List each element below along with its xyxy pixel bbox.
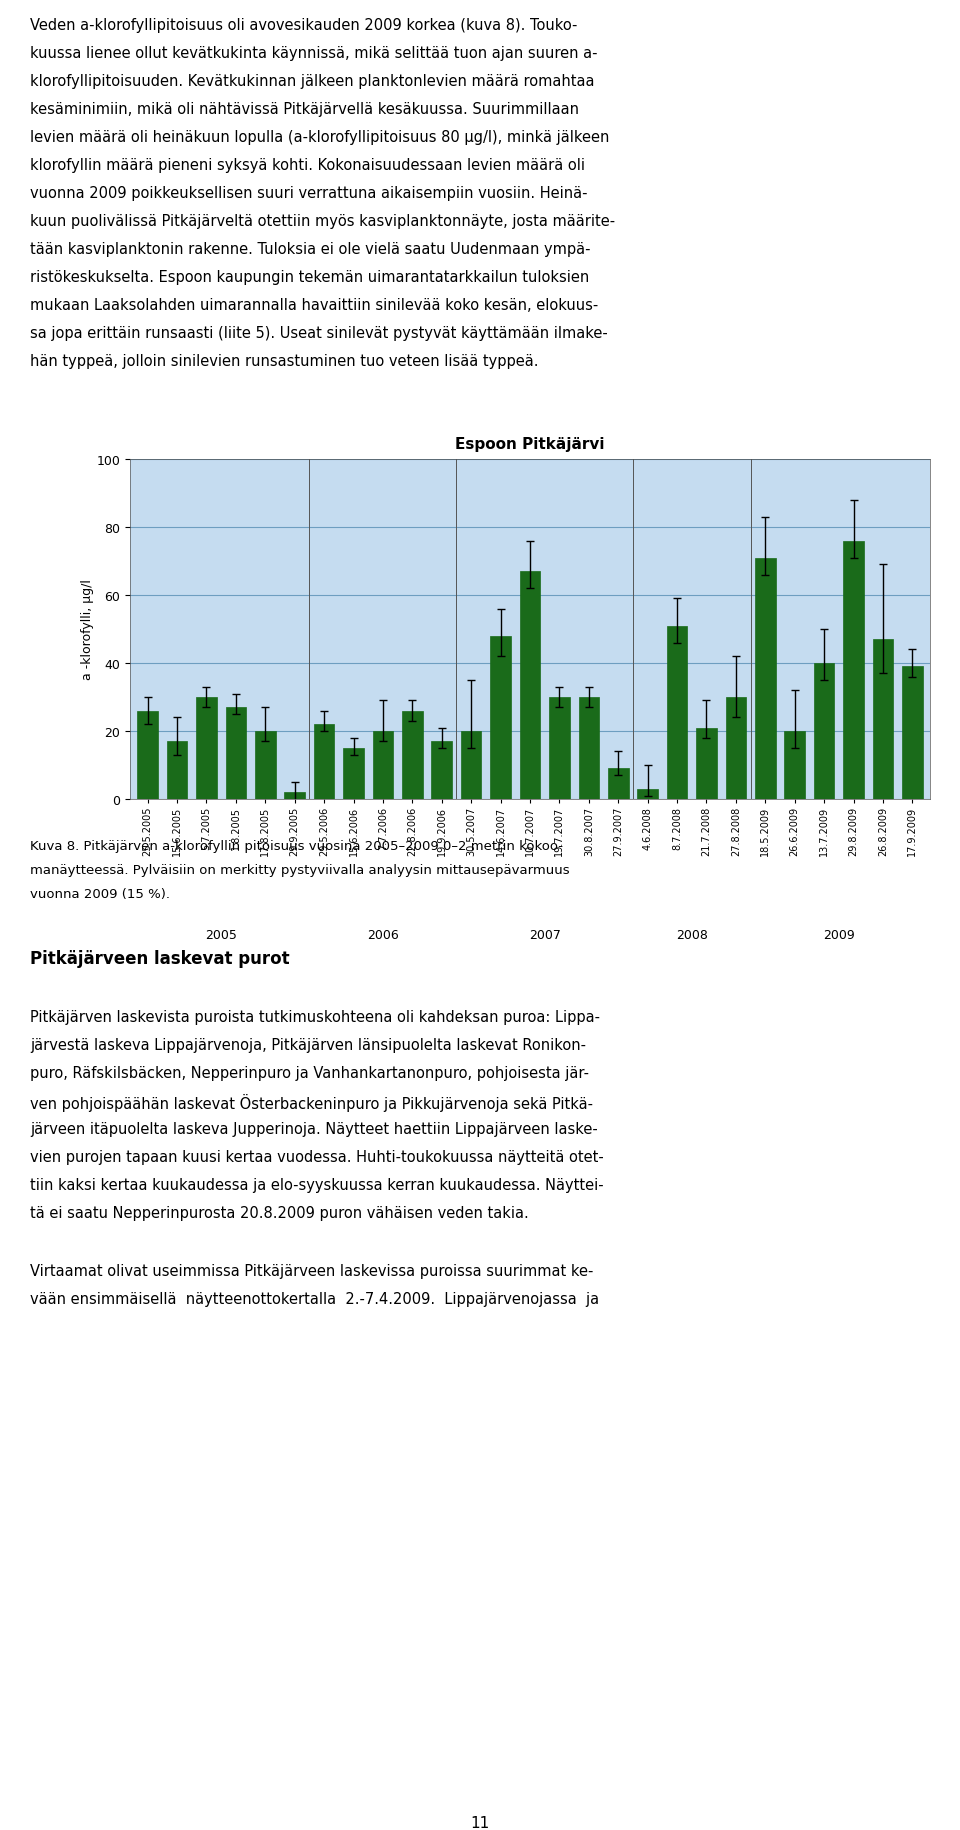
Bar	[491, 637, 511, 800]
Bar	[255, 732, 276, 800]
Text: vuonna 2009 poikkeuksellisen suuri verrattuna aikaisempiin vuosiin. Heinä-: vuonna 2009 poikkeuksellisen suuri verra…	[30, 187, 588, 201]
Text: puro, Räfskilsbäcken, Nepperinpuro ja Vanhankartanonpuro, pohjoisesta jär-: puro, Räfskilsbäcken, Nepperinpuro ja Va…	[30, 1065, 589, 1080]
Bar	[784, 732, 805, 800]
Bar	[167, 741, 187, 800]
Bar	[579, 697, 599, 800]
Bar	[314, 725, 334, 800]
Bar	[902, 668, 923, 800]
Text: mukaan Laaksolahden uimarannalla havaittiin sinilevää koko kesän, elokuus-: mukaan Laaksolahden uimarannalla havaitt…	[30, 298, 598, 313]
Text: hän typpeä, jolloin sinilevien runsastuminen tuo veteen lisää typpeä.: hän typpeä, jolloin sinilevien runsastum…	[30, 353, 539, 370]
Text: 2009: 2009	[823, 928, 854, 942]
Text: ven pohjoispäähän laskevat Österbackeninpuro ja Pikkujärvenoja sekä Pitkä-: ven pohjoispäähän laskevat Österbackenin…	[30, 1093, 593, 1111]
Text: Pitkäjärven laskevista puroista tutkimuskohteena oli kahdeksan puroa: Lippa-: Pitkäjärven laskevista puroista tutkimus…	[30, 1010, 600, 1025]
Bar	[372, 732, 394, 800]
Text: 2006: 2006	[367, 928, 398, 942]
Bar	[696, 728, 717, 800]
Text: vuonna 2009 (15 %).: vuonna 2009 (15 %).	[30, 888, 170, 900]
Text: järvestä laskeva Lippajärvenoja, Pitkäjärven länsipuolelta laskevat Ronikon-: järvestä laskeva Lippajärvenoja, Pitkäjä…	[30, 1038, 586, 1052]
Bar	[637, 789, 658, 800]
Bar	[137, 712, 158, 800]
Text: klorofyllipitoisuuden. Kevätkukinnan jälkeen planktonlevien määrä romahtaa: klorofyllipitoisuuden. Kevätkukinnan jäl…	[30, 73, 594, 90]
Text: 2005: 2005	[205, 928, 237, 942]
Bar	[843, 542, 864, 800]
Bar	[549, 697, 569, 800]
Text: tiin kaksi kertaa kuukaudessa ja elo-syyskuussa kerran kuukaudessa. Näyttei-: tiin kaksi kertaa kuukaudessa ja elo-syy…	[30, 1177, 604, 1193]
Text: vään ensimmäisellä  näytteenottokertalla  2.-7.4.2009.  Lippajärvenojassa  ja: vään ensimmäisellä näytteenottokertalla …	[30, 1292, 599, 1307]
Text: 2007: 2007	[529, 928, 561, 942]
Text: 2008: 2008	[676, 928, 708, 942]
Bar	[431, 741, 452, 800]
Text: tä ei saatu Nepperinpurosta 20.8.2009 puron vähäisen veden takia.: tä ei saatu Nepperinpurosta 20.8.2009 pu…	[30, 1206, 529, 1221]
Text: Kuva 8. Pitkäjärven a-klorofyllin pitoisuus vuosina 2005–2009 0–2 metrin kokoo-: Kuva 8. Pitkäjärven a-klorofyllin pitois…	[30, 840, 563, 853]
Text: klorofyllin määrä pieneni syksyä kohti. Kokonaisuudessaan levien määrä oli: klorofyllin määrä pieneni syksyä kohti. …	[30, 157, 585, 172]
Bar	[344, 748, 364, 800]
Text: Veden a-klorofyllipitoisuus oli avovesikauden 2009 korkea (kuva 8). Touko-: Veden a-klorofyllipitoisuus oli avovesik…	[30, 18, 577, 33]
Bar	[226, 708, 246, 800]
Text: kuun puolivälissä Pitkäjärveltä otettiin myös kasviplanktonnäyte, josta määrite-: kuun puolivälissä Pitkäjärveltä otettiin…	[30, 214, 615, 229]
Y-axis label: a -klorofylli, µg/l: a -klorofylli, µg/l	[81, 580, 94, 681]
Text: sa jopa erittäin runsaasti (liite 5). Useat sinilevät pystyvät käyttämään ilmake: sa jopa erittäin runsaasti (liite 5). Us…	[30, 326, 608, 340]
Bar	[196, 697, 217, 800]
Text: ristökeskukselta. Espoon kaupungin tekemän uimarantatarkkailun tuloksien: ristökeskukselta. Espoon kaupungin tekem…	[30, 269, 589, 285]
Text: manäytteessä. Pylväisiin on merkitty pystyviivalla analyysin mittausepävarmuus: manäytteessä. Pylväisiin on merkitty pys…	[30, 864, 569, 877]
Text: kuussa lienee ollut kevätkukinta käynnissä, mikä selittää tuon ajan suuren a-: kuussa lienee ollut kevätkukinta käynnis…	[30, 46, 597, 60]
Bar	[284, 792, 305, 800]
Bar	[608, 769, 629, 800]
Bar	[814, 664, 834, 800]
Text: vien purojen tapaan kuusi kertaa vuodessa. Huhti-toukokuussa näytteitä otet-: vien purojen tapaan kuusi kertaa vuodess…	[30, 1149, 604, 1164]
Text: Virtaamat olivat useimmissa Pitkäjärveen laskevissa puroissa suurimmat ke-: Virtaamat olivat useimmissa Pitkäjärveen…	[30, 1263, 593, 1279]
Bar	[873, 640, 893, 800]
Text: kesäminimiin, mikä oli nähtävissä Pitkäjärvellä kesäkuussa. Suurimmillaan: kesäminimiin, mikä oli nähtävissä Pitkäj…	[30, 102, 579, 117]
Bar	[461, 732, 482, 800]
Text: Pitkäjärveen laskevat purot: Pitkäjärveen laskevat purot	[30, 950, 290, 968]
Bar	[519, 573, 540, 800]
Bar	[755, 558, 776, 800]
Text: 11: 11	[470, 1815, 490, 1830]
Bar	[726, 697, 746, 800]
Bar	[667, 626, 687, 800]
Text: järveen itäpuolelta laskeva Jupperinoja. Näytteet haettiin Lippajärveen laske-: järveen itäpuolelta laskeva Jupperinoja.…	[30, 1122, 598, 1136]
Text: tään kasviplanktonin rakenne. Tuloksia ei ole vielä saatu Uudenmaan ympä-: tään kasviplanktonin rakenne. Tuloksia e…	[30, 242, 590, 256]
Title: Espoon Pitkäjärvi: Espoon Pitkäjärvi	[455, 437, 605, 452]
Text: levien määrä oli heinäkuun lopulla (a-klorofyllipitoisuus 80 µg/l), minkä jälkee: levien määrä oli heinäkuun lopulla (a-kl…	[30, 130, 610, 145]
Bar	[402, 712, 422, 800]
